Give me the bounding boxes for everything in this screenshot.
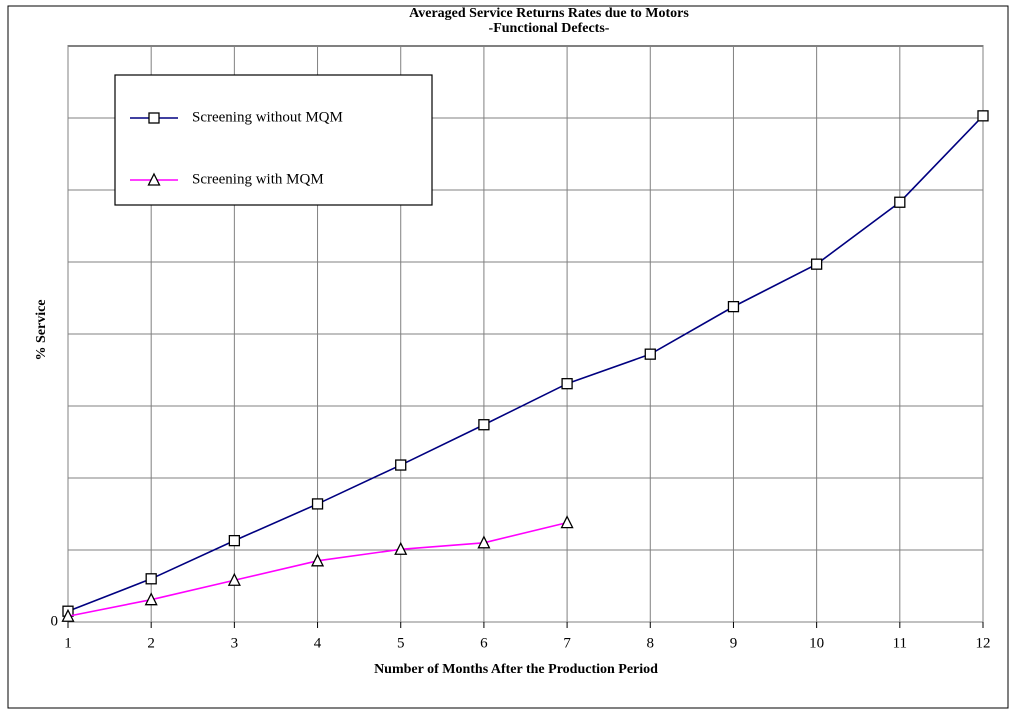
data-marker (395, 459, 407, 471)
x-tick-label: 5 (397, 635, 405, 651)
legend-box (114, 74, 433, 206)
data-marker (894, 196, 906, 208)
data-marker (727, 300, 740, 313)
data-marker (560, 515, 574, 529)
outer-frame (7, 5, 1009, 709)
x-axis-label: Number of Months After the Production Pe… (374, 662, 658, 677)
x-tick-label: 10 (809, 635, 824, 651)
data-marker (561, 378, 573, 390)
x-tick-label: 12 (976, 635, 991, 651)
data-marker (145, 573, 157, 585)
x-tick-label: 3 (231, 635, 239, 651)
data-marker (61, 608, 75, 622)
x-tick-label: 1 (64, 635, 72, 651)
legend-label: Screening without MQM (192, 109, 343, 125)
x-tick-label: 11 (893, 635, 907, 651)
legend-marker (147, 172, 161, 186)
data-marker (644, 348, 656, 360)
data-marker (478, 419, 490, 431)
x-tick-label: 8 (647, 635, 655, 651)
data-marker (311, 498, 324, 510)
data-marker (144, 592, 158, 606)
x-tick-label: 6 (480, 635, 488, 651)
data-marker (310, 553, 325, 567)
y-tick-label: 0 (51, 613, 59, 629)
chart-subtitle: -Functional Defects- (489, 21, 610, 36)
data-marker (810, 258, 823, 270)
x-tick-label: 9 (730, 635, 738, 651)
data-marker (477, 535, 491, 549)
chart-title: Averaged Service Returns Rates due to Mo… (409, 6, 689, 21)
legend-label: Screening with MQM (192, 171, 324, 187)
y-axis-label: % Service (34, 299, 49, 360)
x-tick-label: 7 (563, 635, 571, 651)
data-marker (977, 110, 989, 122)
x-tick-label: 4 (314, 635, 322, 651)
series-line (67, 115, 984, 612)
data-marker (227, 572, 241, 586)
legend-marker (148, 112, 160, 124)
x-tick-label: 2 (147, 635, 155, 651)
data-marker (394, 541, 408, 555)
data-marker (228, 534, 241, 547)
